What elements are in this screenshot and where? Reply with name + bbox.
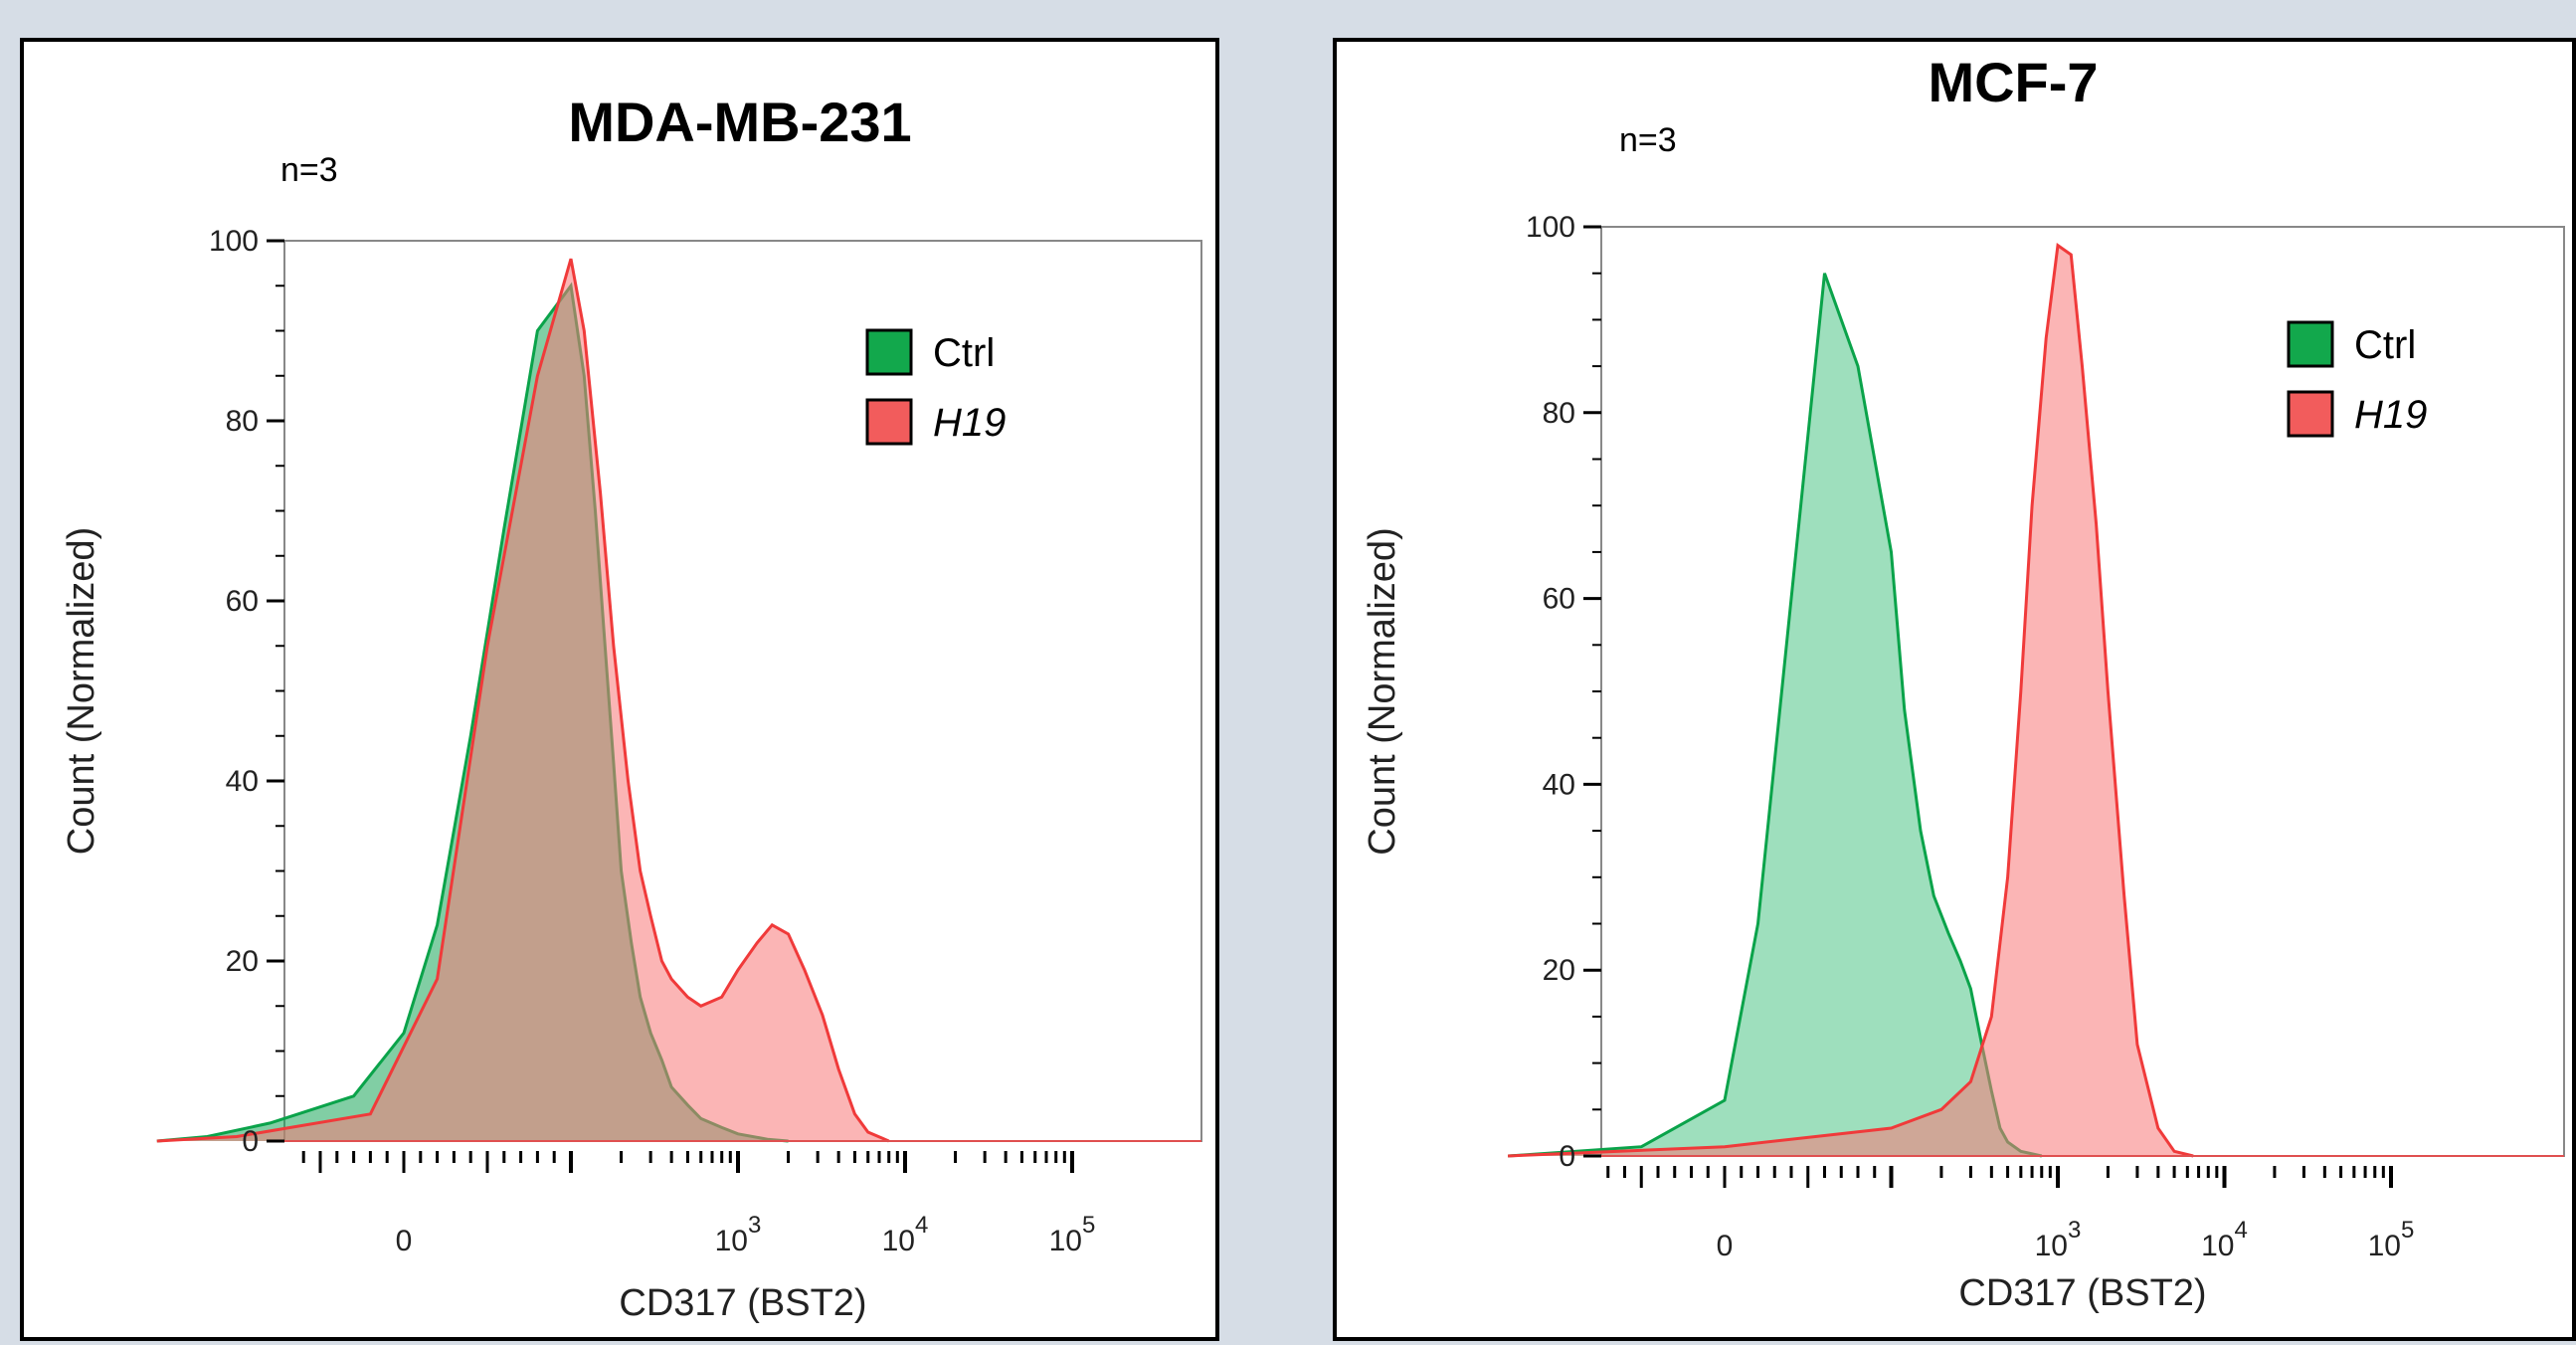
y-tick-label: 80 xyxy=(1543,397,1575,430)
y-tick-label: 20 xyxy=(226,945,259,978)
x-tick-label: 103 xyxy=(715,1212,762,1257)
y-tick-label: 60 xyxy=(226,585,259,618)
x-tick-label: 0 xyxy=(396,1225,413,1257)
x-tick-label: 104 xyxy=(2201,1217,2248,1262)
series-line-h19 xyxy=(1508,243,2194,1158)
legend-label-ctrl: Ctrl xyxy=(933,331,995,375)
y-axis-label: Count (Normalized) xyxy=(1362,527,1403,855)
chart-title: MCF-7 xyxy=(1928,51,2098,113)
histogram-chart-mda-mb-231: MDA-MB-231 n=3 0 20 40 60 80 100 0 103 104 105 CD317… xyxy=(61,91,1202,1324)
series-line-h19 xyxy=(156,258,890,1143)
series-area-h19 xyxy=(1508,245,2194,1156)
y-tick-label: 0 xyxy=(242,1125,259,1158)
x-tick-label: 0 xyxy=(1717,1230,1734,1262)
y-tick-label: 20 xyxy=(1543,954,1575,987)
chart-title: MDA-MB-231 xyxy=(568,91,911,153)
y-tick-label: 100 xyxy=(1526,211,1575,244)
x-tick-label: 105 xyxy=(1049,1212,1096,1257)
x-axis-label: CD317 (BST2) xyxy=(1958,1272,2206,1314)
y-tick-label: 80 xyxy=(226,405,259,438)
legend-swatch-h19 xyxy=(865,398,913,446)
legend-swatch-ctrl xyxy=(865,328,913,376)
histogram-chart-mcf-7: MCF-7 n=3 0 20 40 60 80 100 0 103 104 105 CD317 (BST… xyxy=(1362,51,2565,1314)
chart-panel-mda-mb-231: MDA-MB-231 n=3 0 20 40 60 80 100 0 103 104 105 CD317… xyxy=(20,38,1219,1341)
series-area-ctrl xyxy=(1508,273,2042,1156)
series-area-h19 xyxy=(156,259,889,1142)
y-tick-label: 0 xyxy=(1559,1140,1575,1173)
sample-count-annotation: n=3 xyxy=(1619,121,1677,159)
sample-count-annotation: n=3 xyxy=(280,151,338,189)
legend-label-h19: H19 xyxy=(933,401,1006,445)
y-tick-label: 100 xyxy=(209,225,259,258)
y-tick-label: 40 xyxy=(1543,768,1575,801)
x-tick-label: 103 xyxy=(2035,1217,2082,1262)
x-axis-label: CD317 (BST2) xyxy=(619,1282,866,1324)
x-tick-label: 105 xyxy=(2368,1217,2415,1262)
legend-label-h19: H19 xyxy=(2354,393,2427,437)
y-tick-label: 60 xyxy=(1543,583,1575,616)
legend-swatch-ctrl xyxy=(2287,320,2334,368)
chart-panel-mcf-7: MCF-7 n=3 0 20 40 60 80 100 0 103 104 105 CD317 (BST… xyxy=(1333,38,2576,1341)
legend-label-ctrl: Ctrl xyxy=(2354,323,2416,367)
y-axis-label: Count (Normalized) xyxy=(61,527,102,855)
legend-swatch-h19 xyxy=(2287,390,2334,438)
y-tick-label: 40 xyxy=(226,765,259,798)
x-tick-label: 104 xyxy=(882,1212,929,1257)
